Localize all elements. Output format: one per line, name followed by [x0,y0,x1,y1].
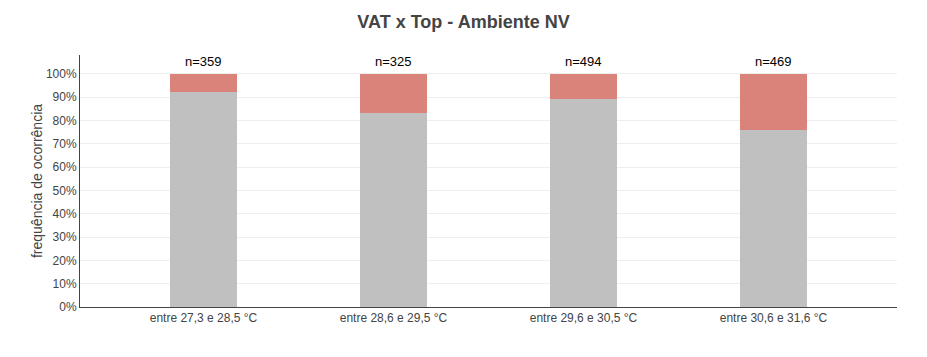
svg-text:80%: 80% [53,114,77,128]
svg-text:frequência de ocorrência: frequência de ocorrência [29,104,45,258]
svg-text:entre 28,6 e 29,5 °C: entre 28,6 e 29,5 °C [340,311,448,325]
svg-text:20%: 20% [53,254,77,268]
svg-text:0%: 0% [59,300,77,314]
svg-text:n=359: n=359 [185,54,222,69]
svg-text:n=325: n=325 [375,54,412,69]
svg-text:40%: 40% [53,207,77,221]
svg-text:n=469: n=469 [755,54,792,69]
svg-text:30%: 30% [53,230,77,244]
svg-text:entre 27,3 e 28,5 °C: entre 27,3 e 28,5 °C [150,311,258,325]
svg-text:entre 29,6 e 30,5 °C: entre 29,6 e 30,5 °C [530,311,638,325]
svg-text:10%: 10% [53,277,77,291]
svg-text:60%: 60% [53,160,77,174]
svg-text:70%: 70% [53,137,77,151]
svg-text:100%: 100% [46,67,77,81]
svg-text:entre 30,6 e 31,6 °C: entre 30,6 e 31,6 °C [720,311,828,325]
svg-text:n=494: n=494 [565,54,602,69]
svg-text:90%: 90% [53,90,77,104]
svg-text:VAT x Top - Ambiente NV: VAT x Top - Ambiente NV [357,12,569,32]
svg-text:50%: 50% [53,184,77,198]
